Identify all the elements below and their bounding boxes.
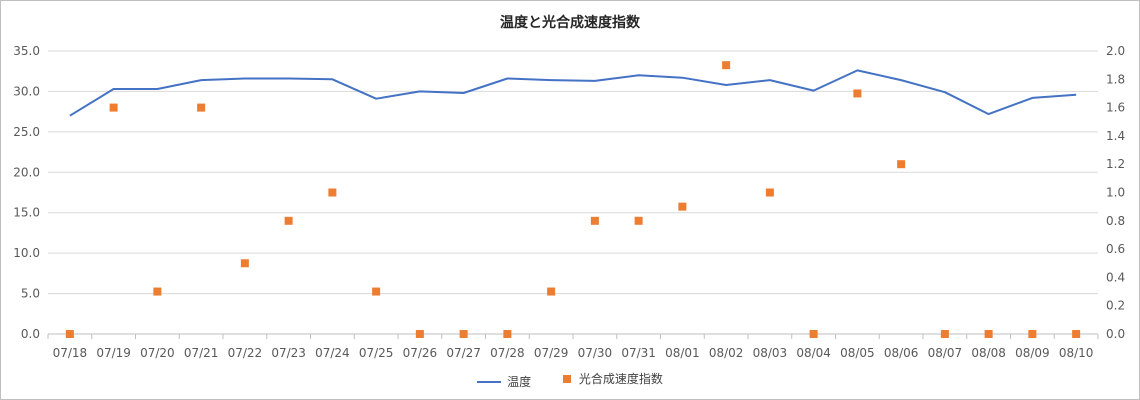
legend-item-photosynthesis: 光合成速度指数	[562, 370, 663, 387]
photosynthesis-point	[503, 330, 512, 338]
photosynthesis-point	[547, 287, 556, 296]
y-right-tick-label: 2.0	[1106, 44, 1125, 58]
x-tick-label: 07/20	[140, 346, 175, 360]
photosynthesis-point	[984, 330, 993, 338]
x-tick-label: 07/24	[315, 346, 350, 360]
x-tick-label: 08/03	[753, 346, 788, 360]
legend-label-photosynthesis: 光合成速度指数	[578, 372, 663, 386]
photosynthesis-point	[109, 103, 118, 112]
x-tick-label: 07/31	[621, 346, 656, 360]
y-right-tick-label: 0.2	[1106, 299, 1125, 313]
photosynthesis-point	[1028, 330, 1037, 338]
legend-line-marker	[477, 380, 502, 383]
y-left-tick-label: 35.0	[13, 44, 40, 58]
y-left-tick-label: 20.0	[13, 165, 40, 179]
legend-label-temperature: 温度	[507, 375, 532, 389]
photosynthesis-point	[940, 330, 949, 338]
x-tick-label: 08/09	[1015, 346, 1050, 360]
photosynthesis-point	[153, 287, 162, 296]
x-tick-label: 07/26	[403, 346, 438, 360]
x-tick-label: 07/23	[271, 346, 306, 360]
x-tick-label: 07/29	[534, 346, 569, 360]
x-tick-label: 08/05	[840, 346, 875, 360]
photosynthesis-point	[459, 330, 468, 338]
photosynthesis-point	[897, 160, 906, 169]
x-tick-label: 07/27	[446, 346, 481, 360]
photosynthesis-point	[765, 188, 774, 197]
y-left-tick-label: 0.0	[21, 327, 40, 341]
photosynthesis-point	[372, 287, 381, 296]
x-tick-label: 08/04	[796, 346, 831, 360]
y-left-tick-label: 30.0	[13, 84, 40, 98]
photosynthesis-point	[809, 330, 818, 338]
x-tick-label: 07/19	[96, 346, 131, 360]
y-right-tick-label: 0.6	[1106, 242, 1125, 256]
x-tick-label: 07/21	[184, 346, 219, 360]
y-right-tick-label: 1.0	[1106, 186, 1125, 200]
photosynthesis-point	[1072, 330, 1081, 338]
photosynthesis-point	[590, 216, 599, 225]
y-left-tick-label: 10.0	[13, 246, 40, 260]
y-right-tick-label: 1.8	[1106, 72, 1125, 86]
x-tick-label: 07/30	[578, 346, 613, 360]
y-right-tick-label: 1.2	[1106, 157, 1125, 171]
photosynthesis-point	[722, 61, 731, 70]
y-left-tick-label: 5.0	[21, 287, 40, 301]
photosynthesis-point	[634, 216, 643, 225]
photosynthesis-point	[284, 216, 293, 225]
photosynthesis-point	[197, 103, 206, 112]
x-tick-label: 07/22	[228, 346, 263, 360]
y-right-tick-label: 0.0	[1106, 327, 1125, 341]
temperature-line	[69, 69, 1077, 117]
y-left-tick-label: 25.0	[13, 125, 40, 139]
x-tick-label: 08/10	[1059, 346, 1094, 360]
x-tick-label: 08/08	[971, 346, 1006, 360]
y-right-tick-label: 1.4	[1106, 129, 1125, 143]
x-tick-label: 08/02	[709, 346, 744, 360]
y-right-tick-label: 0.4	[1106, 270, 1125, 284]
legend-square-marker	[562, 374, 571, 383]
chart-title: 温度と光合成速度指数	[500, 15, 640, 31]
x-tick-label: 08/01	[665, 346, 700, 360]
photosynthesis-point	[415, 330, 424, 338]
chart-legend: 温度 光合成速度指数	[0, 370, 1140, 390]
x-tick-label: 07/25	[359, 346, 394, 360]
photosynthesis-point	[678, 202, 687, 211]
y-right-tick-label: 1.6	[1106, 101, 1125, 115]
y-right-tick-label: 0.8	[1106, 214, 1125, 228]
x-tick-label: 08/07	[928, 346, 963, 360]
y-left-tick-label: 15.0	[13, 206, 40, 220]
photosynthesis-point	[853, 89, 862, 98]
x-tick-label: 08/06	[884, 346, 919, 360]
legend-item-temperature: 温度	[477, 373, 531, 390]
x-tick-label: 07/28	[490, 346, 525, 360]
x-tick-label: 07/18	[53, 346, 88, 360]
photosynthesis-point	[240, 259, 249, 268]
photosynthesis-point	[65, 330, 74, 338]
photosynthesis-point	[328, 188, 337, 197]
